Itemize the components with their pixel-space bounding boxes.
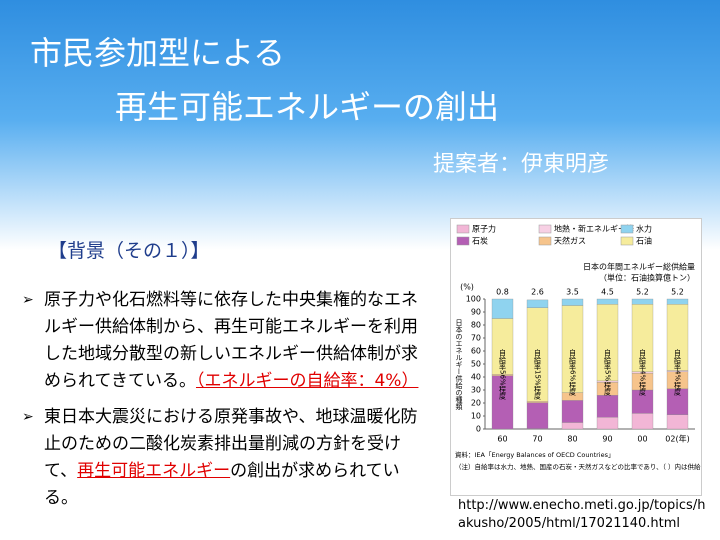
legend-swatch [456,224,470,234]
x-tick-label: 70 [532,435,542,444]
legend-label: 石炭 [472,237,488,246]
bar-note: 自給率4%程度 [639,348,647,396]
y-tick-label: 10 [471,412,481,421]
y-tick-label: 30 [471,386,481,395]
bullet: 原子力や化石燃料等に依存した中央集権的なエネルギー供給体制から、再生可能エネルギ… [22,287,428,395]
legend-swatch [538,224,552,234]
bar-note: 自給率56%程度 [499,348,507,401]
bullet-text: 原子力や化石燃料等に依存した中央集権的なエネルギー供給体制から、再生可能エネルギ… [44,290,418,391]
bar-segment [526,401,549,403]
bullet-text: 東日本大震災における原発事故や、地球温暖化防止のための二酸化炭素排出量削減の方針… [44,407,418,481]
legend-swatch [620,236,634,246]
x-tick-label: 02(年) [665,434,689,444]
title-line2: 再生可能エネルギーの創出 [115,88,500,126]
y-axis-title: 日本のエネルギー供給の種類 [455,319,463,411]
legend-label: 天然ガス [554,236,586,246]
chart-title: 日本の年間エネルギー総供給量 [583,262,695,272]
y-tick-label: 50 [471,360,481,369]
bullet: 東日本大震災における原発事故や、地球温暖化防止のための二酸化炭素排出量削減の方針… [22,404,428,512]
bar-note: 自給率5%程度 [604,348,612,396]
bar-note: 自給率15%程度 [534,348,542,401]
legend-label: 水力 [636,224,652,234]
highlight: 再生可能エネルギー [77,461,231,481]
total-label: 2.6 [531,288,544,297]
total-label: 0.8 [496,288,509,297]
legend-swatch [538,236,552,246]
legend-label: 石油 [636,236,652,246]
y-tick-label: 90 [471,308,481,317]
title-line1: 市民参加型による [30,34,286,72]
bar-segment [561,422,584,430]
source-url: http://www.enecho.meti.go.jp/topics/haku… [458,498,706,531]
y-tick-label: 60 [471,347,481,356]
bullet-text: の創出が求められている。 [44,461,400,508]
bar-segment [666,414,689,430]
presenter: 提案者：伊東明彦 [433,152,610,177]
chart-title: （単位：石油換算億トン） [599,273,695,283]
legend-swatch [456,236,470,246]
y-tick-label: 0 [476,425,481,434]
y-tick-label: 20 [471,399,481,408]
y-tick-label: 40 [471,373,481,382]
chart-note: （注）自給率は水力、地熱、国産の石炭・天然ガスなどの比率であり、（ ）内は供給安… [455,462,702,471]
highlight: （エネルギーの自給率：4%） [195,371,419,391]
total-label: 4.5 [601,288,614,297]
bar-segment [561,298,584,306]
y-tick-label: 100 [466,295,481,304]
y-tick-label: 80 [471,321,481,330]
y-unit: (%) [460,283,474,292]
bar-note: 自給率6%程度 [569,348,577,396]
legend-label: 原子力 [472,224,496,234]
x-tick-label: 90 [602,435,612,444]
bar-segment [526,299,549,308]
bar-segment [596,417,619,430]
bar-segment [596,298,619,305]
total-label: 3.5 [566,288,579,297]
x-tick-label: 60 [497,435,507,444]
bar-segment [561,400,584,423]
bar-segment [596,395,619,418]
bar-segment [631,298,654,305]
x-tick-label: 80 [567,435,577,444]
bar-note: 自給率4%程度 [674,348,682,396]
bar-segment [491,298,514,319]
legend-swatch [620,224,634,234]
bar-segment [631,413,654,430]
y-tick-label: 70 [471,334,481,343]
total-label: 5.2 [636,288,649,297]
section-heading: 【背景（その１）】 [48,240,210,262]
x-tick-label: 00 [637,435,647,444]
legend-label: 地熱・新エネルギー等 [554,224,634,234]
total-label: 5.2 [671,288,684,297]
bar-segment [666,298,689,305]
bar-segment [526,402,549,429]
chart-note: 資料：IEA「Energy Balances of OECD Countries… [455,450,615,459]
